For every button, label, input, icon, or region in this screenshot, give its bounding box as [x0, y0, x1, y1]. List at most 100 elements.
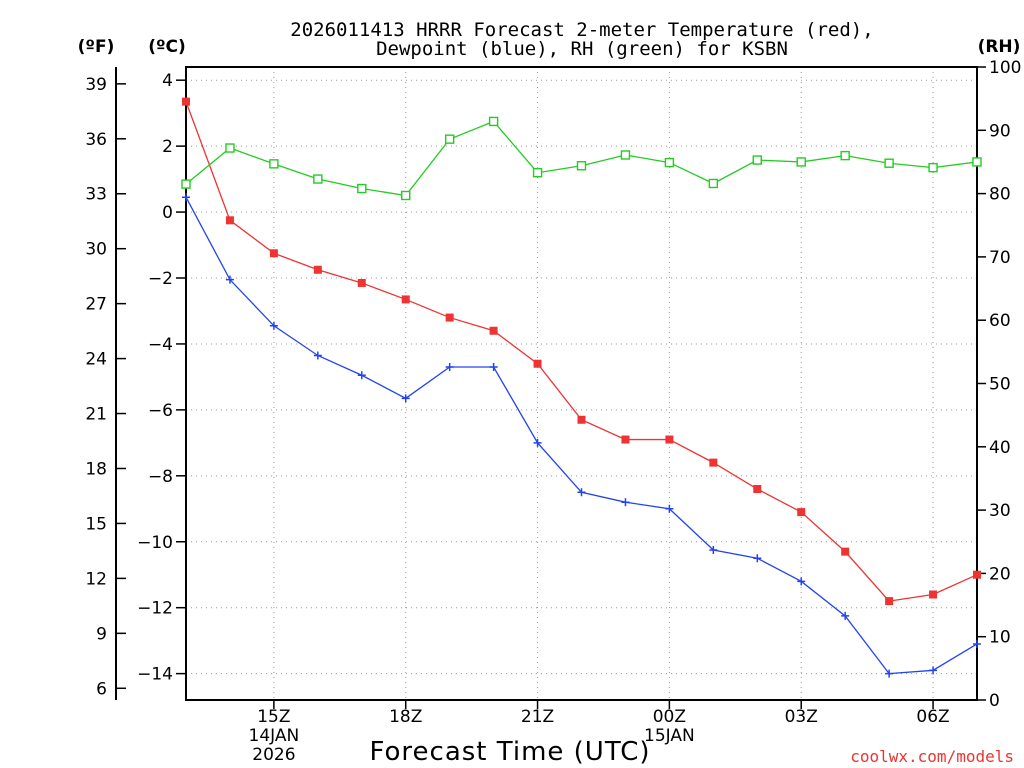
temperature-point	[929, 590, 938, 599]
rh-point	[357, 183, 367, 194]
dewpoint-point	[357, 371, 366, 380]
dewpoint-point	[577, 488, 586, 497]
fahrenheit-tick-label: 12	[85, 569, 107, 589]
temperature-point	[225, 216, 234, 225]
celsius-tick-label: −2	[148, 269, 173, 289]
dewpoint-series-line	[185, 196, 978, 675]
temperature-point	[885, 597, 894, 606]
gridlines	[186, 67, 977, 700]
rh-tick-label: 60	[989, 311, 1011, 331]
rh-point	[488, 116, 499, 127]
rh-tick-label: 20	[989, 564, 1011, 584]
rh-point	[664, 157, 675, 168]
celsius-tick-label: −12	[137, 599, 173, 619]
temperature-point	[489, 326, 498, 335]
fahrenheit-axis: 39 36 33 30 27 24 21 18 15 12 9 6	[85, 75, 126, 699]
rh-point	[620, 150, 631, 160]
celsius-tick-label: 4	[162, 71, 173, 91]
rh-point	[884, 158, 894, 168]
rh-point	[752, 155, 762, 165]
temperature-point	[445, 313, 454, 322]
time-tick-label: 21Z	[521, 707, 554, 727]
temperature-point	[313, 265, 322, 274]
celsius-tick-label: 2	[162, 137, 173, 157]
dewpoint-point	[709, 545, 718, 554]
fahrenheit-tick-label: 39	[85, 75, 107, 95]
axes	[115, 66, 978, 701]
rh-point	[928, 162, 938, 173]
time-tick-label: 03Z	[785, 707, 818, 727]
dewpoint-point	[753, 554, 762, 563]
rh-point	[972, 157, 982, 167]
dewpoint-point	[182, 193, 190, 202]
celsius-tick-label: −10	[137, 533, 173, 553]
time-tick-label: 06Z	[916, 707, 949, 727]
fahrenheit-tick-label: 24	[85, 350, 107, 370]
rh-point	[444, 134, 455, 144]
chart-title-line1: 2026011413 HRRR Forecast 2-meter Tempera…	[290, 19, 873, 41]
rh-point	[313, 174, 323, 184]
rh-point	[840, 150, 850, 161]
rh-point	[225, 143, 235, 153]
rh-tick-label: 70	[989, 248, 1011, 268]
rh-series-line	[185, 120, 978, 197]
temperature-point	[533, 359, 542, 368]
dewpoint-point	[445, 363, 454, 372]
fahrenheit-tick-label: 9	[96, 624, 107, 644]
fahrenheit-tick-label: 18	[85, 459, 107, 479]
rh-point	[796, 157, 806, 167]
rh-point	[401, 190, 411, 201]
dewpoint-point	[225, 275, 234, 284]
fahrenheit-tick-label: 30	[85, 240, 107, 260]
temperature-point	[357, 278, 366, 287]
temperature-point	[269, 249, 278, 258]
dewpoint-point	[621, 498, 630, 507]
rh-unit-label: (RH)	[978, 37, 1021, 57]
temperature-point	[182, 97, 190, 106]
temperature-point	[797, 508, 806, 517]
temperature-point	[621, 435, 630, 444]
celsius-tick-label: 0	[162, 203, 173, 223]
dewpoint-point	[533, 438, 542, 447]
dewpoint-point	[665, 504, 674, 513]
time-date-label: 15JAN	[644, 726, 695, 746]
temperature-point	[709, 458, 718, 467]
time-year-label: 2026	[252, 745, 295, 765]
rh-point	[269, 159, 279, 169]
fahrenheit-tick-label: 33	[85, 185, 107, 205]
rh-point	[576, 161, 587, 171]
dewpoint-point	[797, 577, 806, 586]
x-axis-title: Forecast Time (UTC)	[369, 737, 650, 767]
temperature-point	[665, 435, 674, 444]
celsius-tick-label: −4	[148, 335, 173, 355]
celsius-unit-label: (ºC)	[148, 37, 186, 57]
rh-tick-label: 50	[989, 375, 1011, 395]
celsius-axis: 4 2 0 −2 −4 −6 −8 −10 −12 −14	[137, 71, 186, 685]
fahrenheit-tick-label: 36	[85, 130, 107, 150]
dewpoint-point	[313, 351, 322, 360]
fahrenheit-tick-label: 15	[85, 514, 107, 534]
rh-tick-label: 0	[989, 691, 1000, 711]
rh-point	[181, 179, 191, 189]
temperature-point	[401, 295, 410, 304]
chart-title-line2: Dewpoint (blue), RH (green) for KSBN	[376, 38, 788, 60]
dewpoint-point	[269, 321, 278, 330]
rh-tick-label: 10	[989, 628, 1011, 648]
rh-tick-label: 100	[989, 58, 1021, 78]
dewpoint-point	[929, 666, 938, 675]
dewpoint-point	[489, 363, 498, 372]
dewpoint-point	[973, 639, 981, 648]
time-tick-label: 15Z	[257, 707, 290, 727]
series	[181, 97, 982, 678]
rh-point	[532, 168, 543, 178]
fahrenheit-unit-label: (ºF)	[78, 37, 115, 57]
rh-tick-label: 80	[989, 185, 1011, 205]
fahrenheit-tick-label: 6	[96, 679, 107, 699]
credit-text: coolwx.com/models	[850, 747, 1014, 766]
rh-tick-label: 30	[989, 501, 1011, 521]
dewpoint-point	[885, 669, 894, 678]
dewpoint-point	[401, 394, 410, 403]
